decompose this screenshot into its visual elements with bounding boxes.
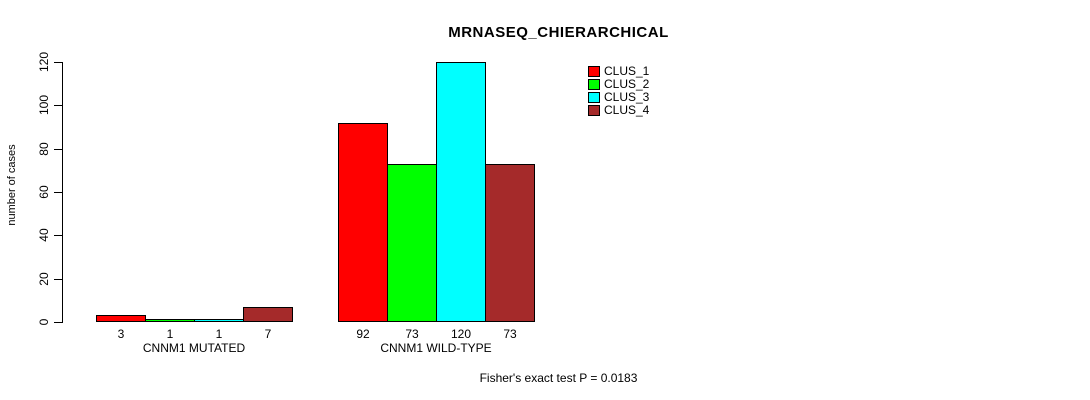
bar-clus_1-2 xyxy=(338,123,388,322)
x-category-label: CNNM1 WILD-TYPE xyxy=(380,341,492,355)
bar-value-label: 73 xyxy=(503,327,517,341)
bar-clus_3-2 xyxy=(436,62,486,322)
bar-value-label: 73 xyxy=(405,327,419,341)
y-tick-label: 60 xyxy=(37,185,51,199)
bar-clus_4-2 xyxy=(485,164,535,322)
y-tick-mark xyxy=(54,149,62,150)
y-tick-label: 20 xyxy=(37,272,51,286)
legend-label: CLUS_4 xyxy=(604,103,650,117)
y-tick-label: 120 xyxy=(37,51,51,73)
y-tick-label: 80 xyxy=(37,142,51,156)
bar-value-label: 1 xyxy=(166,327,174,341)
bar-value-label: 3 xyxy=(117,327,125,341)
legend-swatch-clus_4 xyxy=(588,105,600,116)
y-tick-mark xyxy=(54,62,62,63)
y-tick-mark xyxy=(54,105,62,106)
bar-value-label: 120 xyxy=(450,327,472,341)
bar-value-label: 1 xyxy=(215,327,223,341)
y-tick-mark xyxy=(54,192,62,193)
legend-label: CLUS_2 xyxy=(604,77,650,91)
bar-clus_3-1 xyxy=(194,319,244,322)
chart-title: MRNASEQ_CHIERARCHICAL xyxy=(448,24,669,41)
y-tick-label: 0 xyxy=(37,318,51,326)
bar-clus_2-2 xyxy=(387,164,437,322)
bar-clus_2-1 xyxy=(145,319,195,322)
fisher-test-annotation: Fisher's exact test P = 0.0183 xyxy=(479,371,638,385)
legend-swatch-clus_2 xyxy=(588,79,600,90)
y-tick-label: 100 xyxy=(37,94,51,116)
legend-swatch-clus_3 xyxy=(588,92,600,103)
bar-clus_1-1 xyxy=(96,315,146,322)
bar-value-label: 7 xyxy=(264,327,272,341)
x-category-label: CNNM1 MUTATED xyxy=(142,341,246,355)
y-tick-label: 40 xyxy=(37,228,51,242)
legend-label: CLUS_1 xyxy=(604,64,650,78)
legend-label: CLUS_3 xyxy=(604,90,650,104)
legend-swatch-clus_1 xyxy=(588,66,600,77)
y-tick-mark xyxy=(54,322,62,323)
y-axis-title: number of cases xyxy=(6,144,18,226)
bar-clus_4-1 xyxy=(243,307,293,322)
bar-value-label: 92 xyxy=(356,327,370,341)
y-axis-line xyxy=(62,62,63,323)
y-tick-mark xyxy=(54,279,62,280)
y-tick-mark xyxy=(54,235,62,236)
